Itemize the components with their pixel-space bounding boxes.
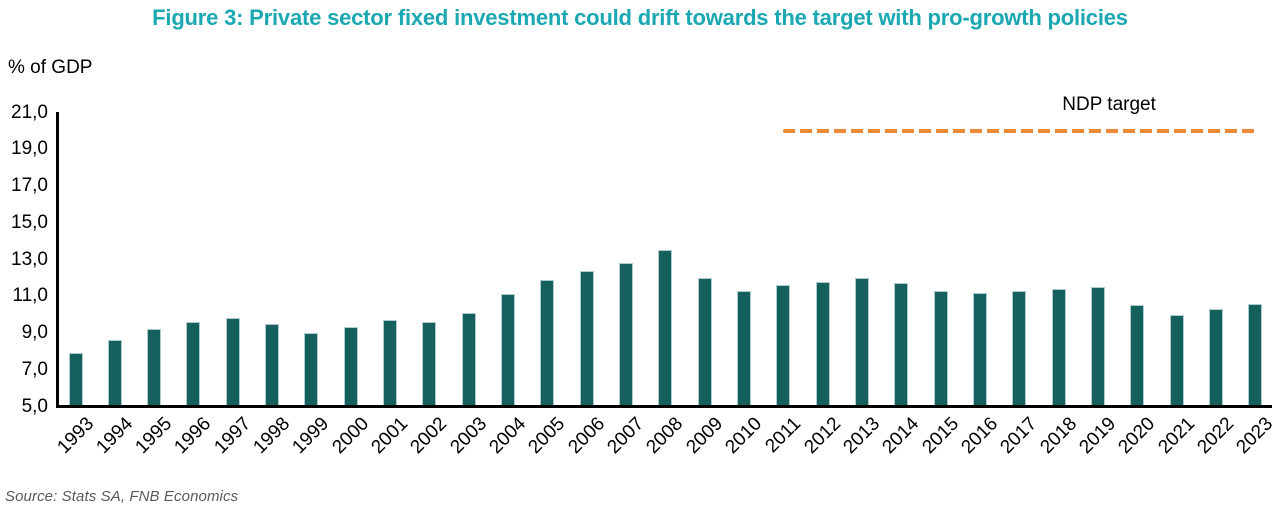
bar-2007 xyxy=(619,263,634,407)
bar-2005 xyxy=(540,279,555,407)
bar-1996 xyxy=(186,321,201,407)
bar-1998 xyxy=(265,323,280,407)
y-tick-label: 9,0 xyxy=(21,322,48,343)
bar-2021 xyxy=(1169,314,1184,407)
x-axis xyxy=(56,405,1272,408)
bar-2001 xyxy=(383,320,398,407)
bar-2016 xyxy=(973,292,988,407)
ndp-target-line xyxy=(783,128,1256,133)
y-tick-label: 15,0 xyxy=(11,211,48,233)
bar-1994 xyxy=(107,340,122,407)
bar-2010 xyxy=(737,290,752,407)
bar-2014 xyxy=(894,283,909,407)
bar-2015 xyxy=(933,290,948,407)
bar-1995 xyxy=(147,329,162,407)
bar-1993 xyxy=(68,353,83,407)
y-tick-label: 19,0 xyxy=(11,138,48,160)
y-tick-label: 17,0 xyxy=(11,175,48,196)
y-axis-unit-label: % of GDP xyxy=(8,57,93,78)
y-tick-label: 7,0 xyxy=(21,358,48,380)
bar-2008 xyxy=(658,250,673,407)
bar-2019 xyxy=(1091,287,1106,407)
bar-2012 xyxy=(815,281,830,407)
bar-2023 xyxy=(1248,303,1263,407)
bar-2013 xyxy=(855,277,870,407)
bar-2018 xyxy=(1051,288,1066,407)
bar-2020 xyxy=(1130,305,1145,407)
bar-1997 xyxy=(225,318,240,407)
y-tick-label: 21,0 xyxy=(11,101,48,123)
bar-2017 xyxy=(1012,290,1027,407)
bar-2000 xyxy=(343,327,358,407)
bar-2022 xyxy=(1209,309,1224,407)
bar-2009 xyxy=(697,277,712,407)
bar-2004 xyxy=(501,294,516,407)
bar-1999 xyxy=(304,333,319,407)
bar-2003 xyxy=(461,312,476,407)
y-tick-label: 11,0 xyxy=(12,285,48,307)
y-axis xyxy=(56,112,59,408)
bar-2006 xyxy=(579,270,594,407)
bar-2011 xyxy=(776,285,791,407)
bar-2002 xyxy=(422,321,437,407)
y-tick-label: 5,0 xyxy=(21,395,48,417)
source-note: Source: Stats SA, FNB Economics xyxy=(5,488,239,505)
figure-title: Figure 3: Private sector fixed investmen… xyxy=(152,5,1128,30)
y-tick-label: 13,0 xyxy=(11,248,48,270)
ndp-target-label: NDP target xyxy=(1062,93,1156,115)
